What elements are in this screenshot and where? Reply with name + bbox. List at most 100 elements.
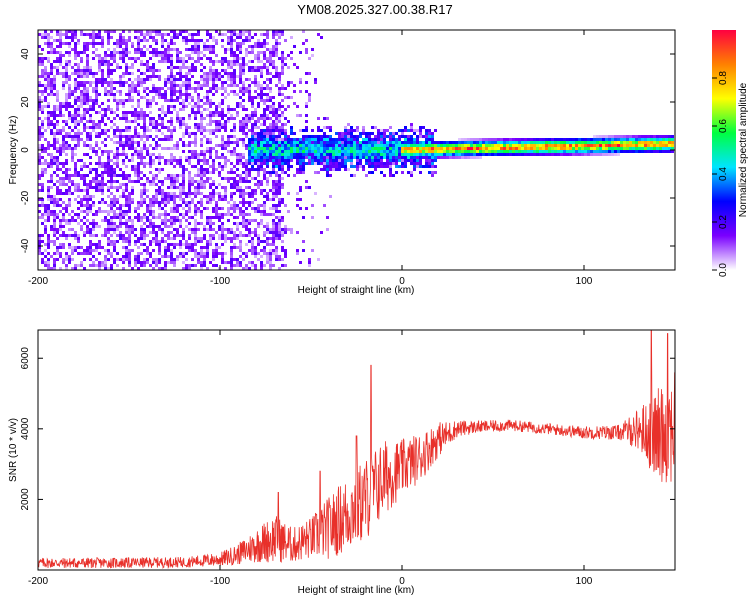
heatmap-cell [206, 171, 209, 174]
heatmap-cell [206, 99, 209, 102]
heatmap-cell [77, 264, 80, 267]
heatmap-cell [476, 138, 479, 141]
heatmap-cell [389, 135, 392, 138]
heatmap-cell [224, 114, 227, 117]
heatmap-cell [53, 51, 56, 54]
heatmap-cell [215, 264, 218, 267]
heatmap-cell [281, 69, 284, 72]
heatmap-cell [56, 258, 59, 261]
heatmap-cell [197, 174, 200, 177]
heatmap-cell [179, 102, 182, 105]
heatmap-cell [497, 138, 500, 141]
heatmap-cell [146, 129, 149, 132]
heatmap-cell [122, 51, 125, 54]
heatmap-cell [611, 144, 614, 147]
heatmap-cell [437, 147, 440, 150]
heatmap-cell [125, 42, 128, 45]
heatmap-cell [170, 258, 173, 261]
heatmap-cell [287, 96, 290, 99]
heatmap-cell [212, 129, 215, 132]
heatmap-cell [464, 156, 467, 159]
heatmap-cell [86, 93, 89, 96]
heatmap-cell [119, 144, 122, 147]
heatmap-cell [101, 120, 104, 123]
heatmap-cell [179, 33, 182, 36]
heatmap-cell [221, 207, 224, 210]
heatmap-cell [296, 138, 299, 141]
heatmap-cell [626, 135, 629, 138]
heatmap-cell [110, 252, 113, 255]
heatmap-cell [155, 54, 158, 57]
heatmap-cell [353, 147, 356, 150]
heatmap-cell [251, 261, 254, 264]
heatmap-cell [239, 159, 242, 162]
heatmap-cell [458, 141, 461, 144]
heatmap-cell [152, 195, 155, 198]
heatmap-cell [425, 153, 428, 156]
heatmap-cell [137, 255, 140, 258]
heatmap-cell [146, 219, 149, 222]
heatmap-cell [56, 150, 59, 153]
heatmap-cell [74, 102, 77, 105]
heatmap-cell [113, 129, 116, 132]
heatmap-cell [224, 126, 227, 129]
heatmap-cell [257, 132, 260, 135]
heatmap-cell [41, 93, 44, 96]
heatmap-cell [236, 183, 239, 186]
heatmap-cell [179, 123, 182, 126]
heatmap-cell [95, 210, 98, 213]
heatmap-cell [47, 117, 50, 120]
heatmap-cell [53, 198, 56, 201]
heatmap-cell [509, 144, 512, 147]
heatmap-cell [200, 138, 203, 141]
heatmap-cell [239, 186, 242, 189]
heatmap-cell [101, 171, 104, 174]
heatmap-cell [41, 261, 44, 264]
heatmap-cell [395, 150, 398, 153]
heatmap-cell [236, 111, 239, 114]
heatmap-cell [341, 144, 344, 147]
heatmap-cell [428, 132, 431, 135]
heatmap-cell [236, 33, 239, 36]
heatmap-cell [152, 120, 155, 123]
heatmap-cell [80, 264, 83, 267]
heatmap-cell [158, 108, 161, 111]
heatmap-cell [119, 129, 122, 132]
heatmap-cell [92, 90, 95, 93]
heatmap-cell [65, 189, 68, 192]
heatmap-cell [83, 189, 86, 192]
heatmap-cell [179, 246, 182, 249]
heatmap-cell [125, 153, 128, 156]
heatmap-cell [440, 147, 443, 150]
heatmap-cell [200, 114, 203, 117]
heatmap-cell [209, 33, 212, 36]
heatmap-cell [311, 150, 314, 153]
heatmap-cell [431, 159, 434, 162]
heatmap-cell [95, 135, 98, 138]
heatmap-cell [215, 204, 218, 207]
heatmap-cell [188, 195, 191, 198]
heatmap-cell [200, 249, 203, 252]
heatmap-cell [413, 153, 416, 156]
heatmap-cell [251, 45, 254, 48]
heatmap-cell [203, 150, 206, 153]
heatmap-cell [242, 117, 245, 120]
heatmap-cell [227, 120, 230, 123]
heatmap-cell [53, 225, 56, 228]
heatmap-cell [203, 246, 206, 249]
heatmap-cell [125, 93, 128, 96]
heatmap-cell [200, 150, 203, 153]
heatmap-cell [569, 150, 572, 153]
heatmap-cell [257, 42, 260, 45]
heatmap-cell [197, 123, 200, 126]
heatmap-cell [308, 162, 311, 165]
heatmap-cell [266, 252, 269, 255]
heatmap-cell [89, 234, 92, 237]
heatmap-cell [116, 99, 119, 102]
heatmap-cell [224, 234, 227, 237]
heatmap-cell [74, 237, 77, 240]
heatmap-cell [203, 207, 206, 210]
heatmap-cell [128, 249, 131, 252]
heatmap-cell [386, 135, 389, 138]
heatmap-cell [278, 159, 281, 162]
